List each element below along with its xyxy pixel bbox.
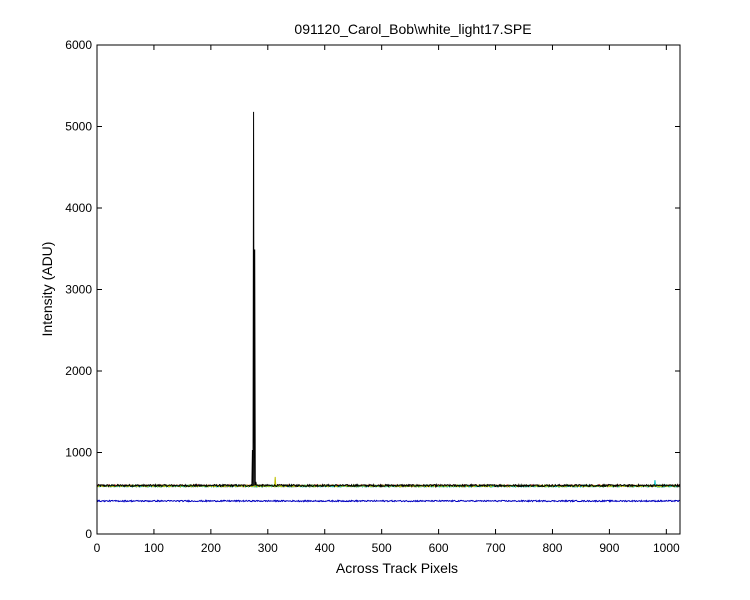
x-tick-label: 900 [599,541,619,555]
series-line-6 [96,499,681,503]
x-tick-label: 700 [486,541,506,555]
x-tick-label: 200 [201,541,221,555]
x-tick-label: 0 [94,541,101,555]
x-tick-label: 100 [144,541,164,555]
y-tick-label: 2000 [65,364,92,378]
y-tick-label: 6000 [65,38,92,52]
y-tick-label: 3000 [65,283,92,297]
x-tick-label: 1000 [653,541,680,555]
y-tick-label: 5000 [65,120,92,134]
y-tick-label: 0 [85,527,92,541]
plot-area [97,45,680,534]
x-tick-label: 300 [258,541,278,555]
x-tick-label: 600 [429,541,449,555]
x-tick-label: 400 [315,541,335,555]
series-line-1 [96,111,681,489]
x-tick-label: 800 [542,541,562,555]
series-layer [96,111,681,503]
y-axis-title: Intensity (ADU) [39,242,55,337]
y-tick-label: 4000 [65,201,92,215]
chart-title: 091120_Carol_Bob\white_light17.SPE [294,21,531,37]
ticks-layer: 0 100 200 300 400 500 600 700 800 900 1000 0 1000 200… [65,38,680,555]
x-axis-title: Across Track Pixels [336,560,458,576]
y-tick-label: 1000 [65,446,92,460]
x-tick-label: 500 [372,541,392,555]
